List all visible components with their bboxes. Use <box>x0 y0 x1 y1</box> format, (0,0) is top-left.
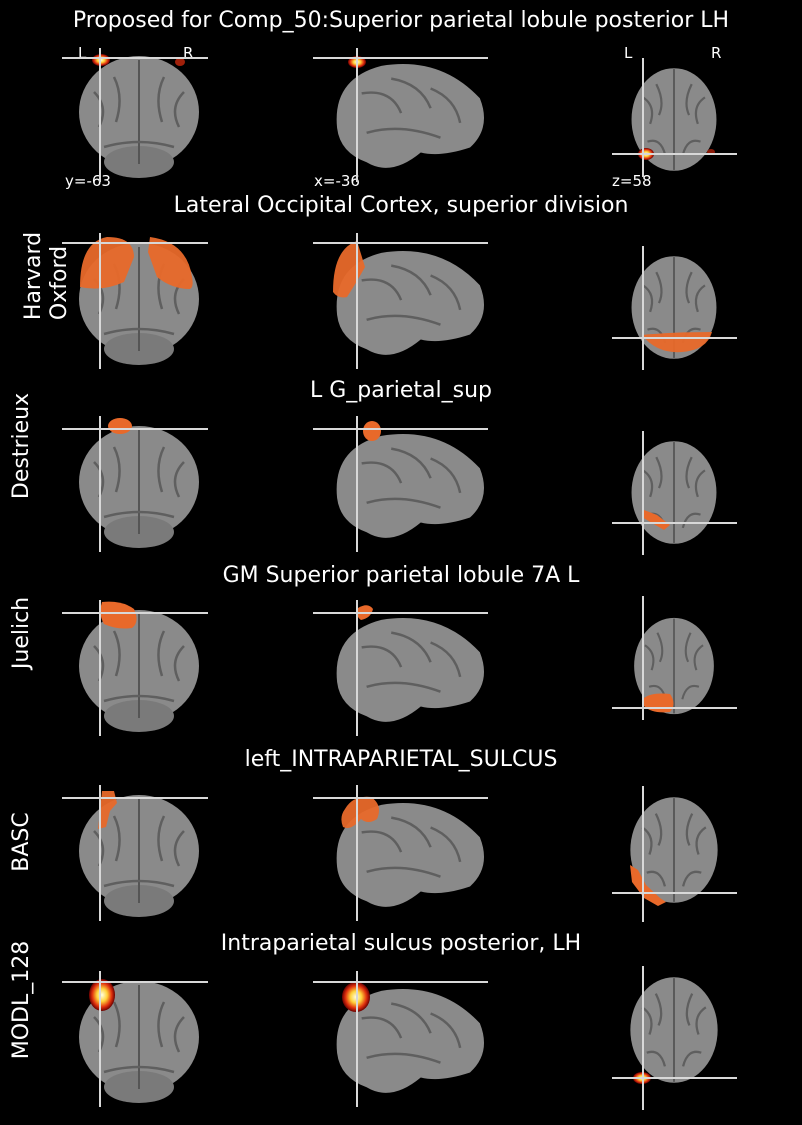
coronal-left-label: L <box>78 44 87 62</box>
row-2-region-title: L G_parietal_sup <box>309 378 493 403</box>
row-4-sagittal-overlay <box>341 796 379 828</box>
row-3-axial-overlay <box>644 693 674 713</box>
row-5-sagittal-slice <box>313 971 488 1107</box>
row-2-coronal-overlay <box>108 418 132 434</box>
row-1-coronal-overlay-right <box>148 237 193 289</box>
row-4-sagittal-slice <box>313 785 488 921</box>
coronal-right-label: R <box>183 44 194 62</box>
row-1-sagittal-slice <box>313 233 488 369</box>
row-1-coronal-overlay-left <box>80 237 134 289</box>
row-2-sagittal-overlay <box>363 421 381 441</box>
row-3-region-title: GM Superior parietal lobule 7A L <box>222 563 580 588</box>
row-0-sagittal-slice <box>313 48 488 182</box>
row-5-coronal-slice <box>62 971 208 1107</box>
row-5-region-title: Intraparietal sulcus posterior, LH <box>220 931 582 956</box>
row-1-axial-slice <box>612 246 737 370</box>
row-1-coronal-slice <box>62 233 208 369</box>
sagittal-coordinate-label: x=-36 <box>314 172 360 190</box>
row-2-axial-slice <box>612 431 737 555</box>
row-4-coronal-slice <box>62 785 208 921</box>
row-4-axial-overlay <box>630 865 666 906</box>
row-0-coronal-slice <box>62 48 208 182</box>
row-2-coronal-slice <box>62 416 208 552</box>
axial-right-label: R <box>711 44 722 62</box>
row-4-region-title: left_INTRAPARIETAL_SULCUS <box>244 747 558 772</box>
row-4-coronal-overlay <box>98 791 117 829</box>
row-5-axial-slice <box>612 966 737 1110</box>
row-3-axial-slice <box>612 596 737 720</box>
row-3-coronal-slice <box>62 600 208 736</box>
row-0-axial-slice <box>612 58 737 177</box>
axial-coordinate-label: z=58 <box>612 172 652 190</box>
axial-left-label: L <box>624 44 633 62</box>
row-2-atlas-label: Destrieux <box>9 392 34 500</box>
row-3-coronal-overlay <box>100 601 137 629</box>
row-2-axial-overlay <box>642 510 670 530</box>
row-5-atlas-label: MODL_128 <box>9 940 34 1060</box>
row-3-sagittal-slice <box>313 600 488 736</box>
row-3-atlas-label: Juelich <box>9 596 34 670</box>
row-2-sagittal-slice <box>313 416 488 552</box>
row-1-region-title: Lateral Occipital Cortex, superior divis… <box>173 193 629 218</box>
row-4-atlas-label: BASC <box>9 812 34 872</box>
row-4-axial-slice <box>612 786 737 922</box>
figure-title: Proposed for Comp_50:Superior parietal l… <box>72 8 730 33</box>
row-5-coronal-blob <box>89 979 115 1011</box>
row-0-coronal-blob-right <box>175 58 185 66</box>
